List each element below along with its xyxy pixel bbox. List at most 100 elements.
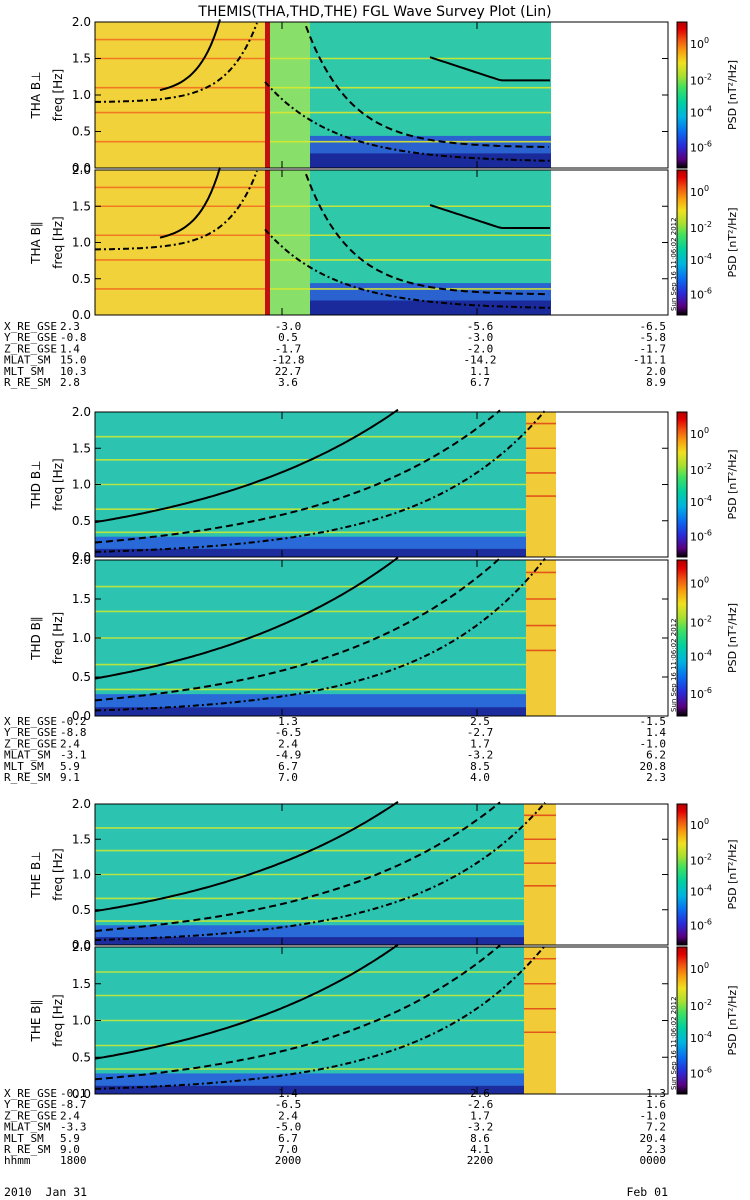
timestamp-stamp: Sun Sep 16 11:06:02 2012 (670, 996, 678, 1090)
colorbar-gradient (676, 559, 688, 717)
gyrofrequency-curve (94, 800, 399, 913)
ephemeris-value: 1800 (60, 1154, 87, 1167)
ephemeris-value: 2.4 (60, 1109, 80, 1122)
o-gyrofrequency-curve (94, 944, 546, 1090)
ephemeris-value: 1.1 (470, 365, 490, 378)
ephemeris-row-label: MLT_SM (4, 365, 44, 378)
y-tick-label: 0.0 (72, 938, 91, 952)
y-tick-label: 0.0 (72, 308, 91, 322)
ephemeris-value: 6.7 (278, 760, 298, 773)
ephemeris-value: -2.7 (467, 726, 494, 739)
timestamp-stamp: Sun Sep 16 11:06:02 2012 (670, 618, 678, 712)
ephemeris-value: 9.1 (60, 771, 80, 784)
ephemeris-value: -5.8 (640, 331, 667, 344)
ephemeris-row-label: X_RE_GSE (4, 715, 57, 728)
colorbar-tick-label: 100 (690, 817, 709, 832)
panel-probe-label: THE B⊥ (29, 851, 43, 898)
ephemeris-value: -0.1 (60, 1087, 87, 1100)
colorbar-tick-label: 10-6 (690, 1065, 712, 1080)
ephemeris-value: -5.0 (275, 1121, 302, 1134)
ephemeris-value: -2.6 (467, 1098, 494, 1111)
y-tick-label: 2.0 (72, 553, 91, 567)
panel-axis-label: freq [Hz] (51, 216, 65, 268)
ephemeris-value: 1.7 (470, 737, 490, 750)
colorbar-tick-label: 10-2 (690, 72, 712, 87)
ephemeris-value: 5.9 (60, 760, 80, 773)
ephemeris-value: 0000 (640, 1154, 667, 1167)
colorbar-gradient (676, 169, 688, 316)
y-tick-label: 2.0 (72, 940, 91, 954)
colorbar-tick-label: 10-2 (690, 998, 712, 1013)
gyrofrequency-curve-left (159, 167, 221, 239)
ephemeris-value: -3.2 (467, 1121, 494, 1134)
y-tick-label: 1.5 (72, 199, 91, 213)
ephemeris-value: -3.2 (467, 749, 494, 762)
colorbar-tick-label: 100 (690, 184, 709, 199)
spectrogram-region-high (95, 170, 265, 315)
gyrofrequency-curve (429, 56, 550, 82)
y-tick-label: 1.0 (72, 88, 91, 102)
ephemeris-value: 2.4 (278, 1109, 298, 1122)
gyrofrequency-curve (94, 943, 399, 1060)
y-tick-label: 0.5 (72, 272, 91, 286)
colorbar-tick-label: 10-4 (690, 883, 712, 898)
colorbar-tick-label: 10-6 (690, 287, 712, 302)
colorbar-4: 100 10-2 10-4 10-6 PSD [nT²/Hz] (676, 803, 739, 946)
panel-axis-label: freq [Hz] (51, 458, 65, 510)
o-gyrofrequency-curve-left (95, 170, 258, 251)
y-tick-label: 2.0 (72, 15, 91, 29)
half-gyrofrequency-curve (305, 173, 550, 296)
ephemeris-value: 3.6 (278, 376, 298, 389)
colorbar-tick-label: 100 (690, 426, 709, 441)
panel-probe-label: THD B⊥ (29, 460, 43, 509)
colorbar-3: 100 10-2 10-4 10-6 PSD [nT²/Hz] Sun Sep 16 11… (670, 559, 739, 717)
spectrogram-floor-dark (95, 707, 526, 716)
spectrogram-burst (526, 560, 556, 716)
colorbar-label: PSD [nT²/Hz] (726, 207, 739, 277)
ephemeris-row-label: Z_RE_GSE (4, 1109, 57, 1122)
o-gyrofrequency-curve (94, 409, 546, 553)
ephemeris-value: 15.0 (60, 354, 87, 367)
gyrofrequency-curve (94, 556, 399, 680)
ephemeris-value: -1.7 (275, 342, 302, 355)
spectrogram-floor-dark (95, 1085, 524, 1094)
half-gyrofrequency-curve (94, 801, 501, 932)
y-tick-label: 0.0 (72, 709, 91, 723)
ephemeris-value: -6.5 (275, 726, 302, 739)
y-tick-label: 0.5 (72, 1050, 91, 1064)
ephemeris-value: -6.5 (275, 1098, 302, 1111)
ephemeris-value: 1.6 (646, 1098, 666, 1111)
ephemeris-value: 8.5 (470, 760, 490, 773)
y-tick-label: 1.0 (72, 631, 91, 645)
colorbar-tick-label: 100 (690, 36, 709, 51)
ephemeris-value: 22.7 (275, 365, 302, 378)
ephemeris-value: 4.1 (470, 1143, 490, 1156)
ephemeris-thd: X_RE_GSE -0.2 1.3 2.5 -1.5 Y_RE_GSE -8.8 -6.5 -2… (4, 715, 666, 784)
ephemeris-value: -3.0 (467, 331, 494, 344)
ephemeris-tables: X_RE_GSE 2.3 -3.0 -5.6 -6.5Y_RE_GSE -0.8 0.5 -3… (4, 320, 666, 1167)
ephemeris-value: 2.3 (646, 771, 666, 784)
ephemeris-value: 2.4 (278, 737, 298, 750)
ephemeris-value: 5.9 (60, 1132, 80, 1145)
ephemeris-value: 7.0 (278, 771, 298, 784)
gyrofrequency-curve-left (159, 19, 221, 92)
spectrogram-spike (265, 22, 270, 168)
colorbar-tick-label: 10-6 (690, 140, 712, 155)
gyrofrequency-curve (429, 204, 550, 229)
ephemeris-value: 8.6 (470, 1132, 490, 1145)
y-tick-label: 2.0 (72, 163, 91, 177)
colorbar-tick-label: 10-4 (690, 105, 712, 120)
ephemeris-tha: X_RE_GSE 2.3 -3.0 -5.6 -6.5Y_RE_GSE -0.8 0.5 -3… (4, 320, 666, 389)
colorbar-2: 100 10-2 10-4 10-6 PSD [nT²/Hz] (676, 411, 739, 558)
panel-axis-label: freq [Hz] (51, 994, 65, 1046)
y-tick-label: 1.5 (72, 832, 91, 846)
ephemeris-value: 6.7 (278, 1132, 298, 1145)
ephemeris-value: 2.3 (60, 320, 80, 333)
ephemeris-value: -8.7 (60, 1098, 87, 1111)
ephemeris-value: -11.1 (633, 354, 666, 367)
ephemeris-row-label: MLT_SM (4, 1132, 44, 1145)
o-gyrofrequency-curve (264, 81, 551, 162)
ephemeris-value: 7.0 (278, 1143, 298, 1156)
ephemeris-value: -8.8 (60, 726, 87, 739)
